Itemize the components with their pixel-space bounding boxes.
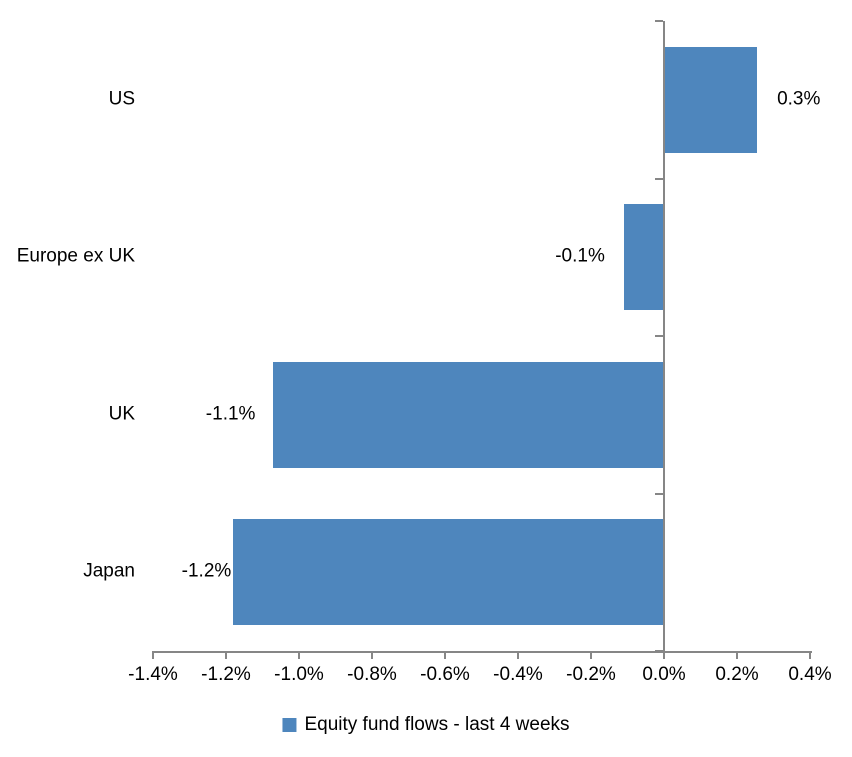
value-axis-tick bbox=[152, 651, 154, 659]
category-label: Japan bbox=[83, 560, 135, 582]
value-axis-tick bbox=[736, 651, 738, 659]
category-axis-tick bbox=[655, 492, 663, 495]
category-label: Europe ex UK bbox=[16, 245, 135, 267]
category-axis-line bbox=[663, 21, 665, 651]
category-axis-tick bbox=[655, 335, 663, 337]
value-axis-tick bbox=[517, 651, 519, 659]
bar-uk bbox=[273, 361, 664, 468]
value-axis-tick bbox=[663, 651, 665, 659]
value-axis-tick bbox=[298, 651, 300, 659]
category-label: US bbox=[108, 88, 135, 110]
value-axis-tick-label: -1.2% bbox=[201, 664, 251, 685]
value-axis-tick bbox=[809, 651, 811, 659]
value-axis-tick bbox=[590, 651, 592, 659]
value-axis-tick-label: -0.6% bbox=[420, 664, 470, 685]
value-axis-line bbox=[153, 651, 812, 653]
bar-japan bbox=[233, 519, 664, 626]
bar-europe-ex-uk bbox=[623, 204, 664, 311]
bar-us bbox=[664, 46, 758, 153]
value-label: -0.1% bbox=[555, 245, 605, 267]
value-axis-tick-label: -0.2% bbox=[566, 664, 616, 685]
value-axis-tick bbox=[444, 651, 446, 659]
value-axis-tick-label: 0.4% bbox=[788, 664, 832, 685]
value-label: 0.3% bbox=[777, 88, 821, 110]
value-axis-tick-label: 0.0% bbox=[642, 664, 686, 685]
value-label: -1.1% bbox=[205, 403, 256, 425]
value-axis-tick-label: -0.8% bbox=[347, 664, 397, 685]
legend-series-label: Equity fund flows - last 4 weeks bbox=[304, 714, 570, 735]
category-axis-tick bbox=[655, 20, 663, 22]
value-axis-tick bbox=[371, 651, 373, 659]
category-axis-tick bbox=[655, 177, 663, 180]
value-axis-tick bbox=[225, 651, 227, 659]
value-axis-tick-label: 0.2% bbox=[715, 664, 759, 685]
value-axis-tick-label: -1.4% bbox=[128, 664, 178, 685]
legend: Equity fund flows - last 4 weeks bbox=[282, 714, 570, 736]
category-label: UK bbox=[108, 403, 135, 425]
value-axis-tick-label: -1.0% bbox=[274, 664, 324, 685]
legend-series-marker bbox=[282, 718, 297, 732]
value-label: -1.2% bbox=[181, 560, 232, 582]
value-axis-tick-label: -0.4% bbox=[493, 664, 543, 685]
